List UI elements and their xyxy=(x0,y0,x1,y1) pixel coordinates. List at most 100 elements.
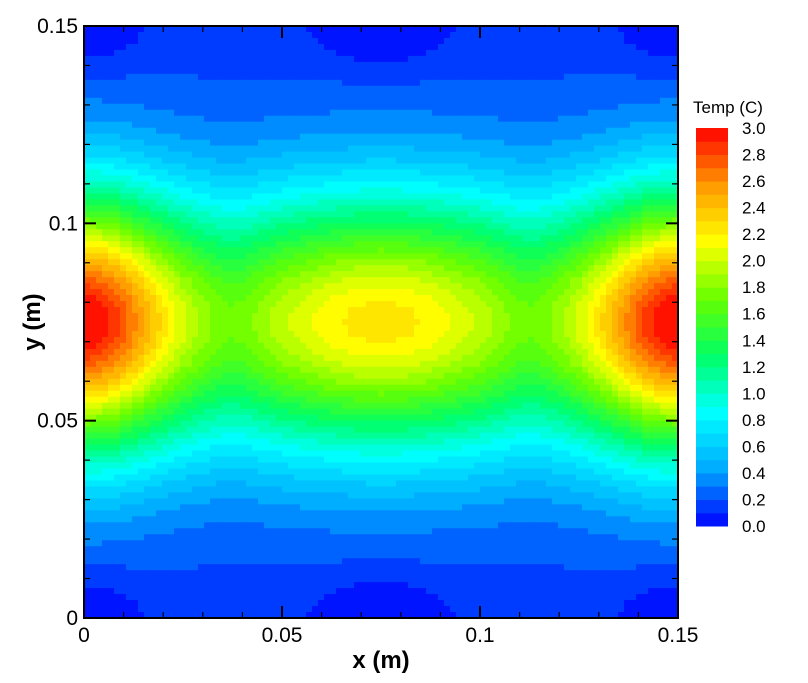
contour-cell xyxy=(468,115,475,123)
contour-cell xyxy=(390,271,397,278)
contour-cell xyxy=(510,301,517,308)
contour-cell xyxy=(564,157,571,165)
contour-cell xyxy=(558,295,565,302)
contour-cell xyxy=(486,127,493,135)
contour-cell xyxy=(108,85,115,93)
contour-cell xyxy=(84,313,91,320)
contour-cell xyxy=(198,109,205,117)
contour-cell xyxy=(228,115,235,123)
contour-cell xyxy=(246,85,253,93)
contour-cell xyxy=(498,73,505,81)
contour-cell xyxy=(108,91,115,99)
contour-cell xyxy=(474,301,481,308)
contour-cell xyxy=(258,277,265,284)
contour-cell xyxy=(528,133,535,141)
contour-cell xyxy=(348,61,355,69)
contour-cell xyxy=(492,265,499,272)
contour-cell xyxy=(480,26,487,33)
contour-cell xyxy=(270,127,277,135)
contour-cell xyxy=(672,127,678,135)
contour-cell xyxy=(132,193,139,201)
contour-cell xyxy=(372,175,379,183)
contour-cell xyxy=(102,313,109,320)
contour-cell xyxy=(666,301,673,308)
contour-cell xyxy=(372,307,379,314)
contour-cell xyxy=(192,301,199,308)
contour-cell xyxy=(144,103,151,111)
contour-cell xyxy=(420,115,427,123)
contour-cell xyxy=(318,319,325,326)
contour-cell xyxy=(384,313,391,320)
contour-cell xyxy=(216,26,223,33)
contour-cell xyxy=(666,307,673,314)
contour-cell xyxy=(570,91,577,99)
contour-cell xyxy=(342,55,349,63)
contour-cell xyxy=(312,235,319,242)
contour-cell xyxy=(150,49,157,57)
contour-cell xyxy=(528,127,535,135)
contour-cell xyxy=(174,157,181,165)
contour-cell xyxy=(534,295,541,302)
contour-cell xyxy=(606,49,613,57)
contour-cell xyxy=(492,73,499,81)
contour-cell xyxy=(186,283,193,290)
contour-cell xyxy=(402,235,409,242)
contour-cell xyxy=(606,79,613,87)
contour-cell xyxy=(492,26,499,33)
contour-cell xyxy=(366,49,373,57)
contour-cell xyxy=(492,283,499,290)
contour-cell xyxy=(474,253,481,260)
contour-cell xyxy=(300,85,307,93)
contour-cell xyxy=(564,223,571,230)
contour-cell xyxy=(660,241,667,248)
contour-cell xyxy=(162,283,169,290)
contour-cell xyxy=(372,145,379,153)
contour-cell xyxy=(390,241,397,248)
contour-cell xyxy=(456,319,463,326)
contour-cell xyxy=(372,253,379,260)
contour-cell xyxy=(192,229,199,236)
contour-cell xyxy=(120,55,127,63)
contour-cell xyxy=(324,277,331,284)
contour-cell xyxy=(288,37,295,45)
contour-cell xyxy=(102,133,109,141)
contour-cell xyxy=(126,115,133,123)
contour-cell xyxy=(372,247,379,254)
contour-cell xyxy=(624,133,631,141)
contour-cell xyxy=(156,145,163,153)
contour-cell xyxy=(474,187,481,195)
contour-cell xyxy=(420,169,427,177)
contour-cell xyxy=(192,283,199,290)
contour-cell xyxy=(414,199,421,206)
contour-cell xyxy=(246,229,253,236)
contour-cell xyxy=(570,235,577,242)
contour-cell xyxy=(108,211,115,218)
contour-cell xyxy=(378,211,385,218)
contour-cell xyxy=(240,307,247,314)
contour-cell xyxy=(210,121,217,129)
contour-cell xyxy=(126,79,133,87)
contour-cell xyxy=(114,205,121,212)
contour-cell xyxy=(582,211,589,218)
contour-cell xyxy=(234,193,241,201)
contour-cell xyxy=(594,151,601,159)
contour-cell xyxy=(420,151,427,159)
contour-cell xyxy=(114,49,121,57)
contour-cell xyxy=(630,319,637,326)
contour-cell xyxy=(504,241,511,248)
contour-cell xyxy=(594,223,601,230)
contour-cell xyxy=(186,157,193,165)
contour-cell xyxy=(198,169,205,177)
contour-cell xyxy=(246,37,253,45)
contour-cell xyxy=(516,301,523,308)
contour-cell xyxy=(300,324,307,332)
contour-cell xyxy=(216,157,223,165)
contour-cell xyxy=(378,235,385,242)
contour-cell xyxy=(540,121,547,129)
contour-cell xyxy=(156,313,163,320)
contour-cell xyxy=(528,157,535,165)
contour-cell xyxy=(312,31,319,39)
contour-cell xyxy=(420,247,427,254)
contour-cell xyxy=(198,283,205,290)
contour-cell xyxy=(498,301,505,308)
